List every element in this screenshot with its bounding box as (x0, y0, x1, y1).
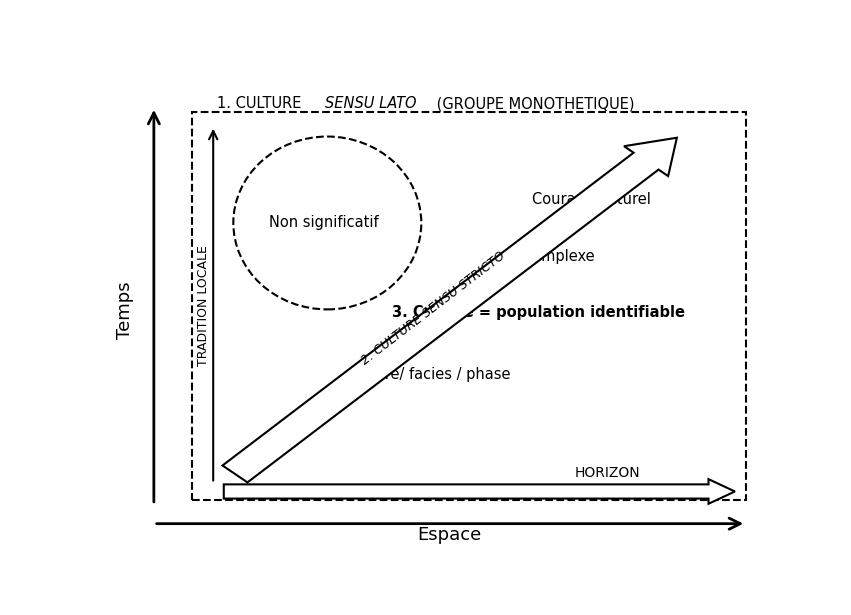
Text: SENSU LATO: SENSU LATO (325, 96, 417, 111)
Text: 1. CULTURE: 1. CULTURE (217, 96, 306, 111)
Text: (GROUPE MONOTHETIQUE): (GROUPE MONOTHETIQUE) (432, 96, 635, 111)
Text: Temps: Temps (116, 282, 134, 339)
FancyArrow shape (222, 138, 677, 482)
Text: 2. CULTURE SENSU STRICTO: 2. CULTURE SENSU STRICTO (358, 249, 507, 367)
FancyArrow shape (224, 479, 735, 504)
Text: Espace: Espace (417, 526, 482, 544)
Text: 3. Culture = population identifiable: 3. Culture = population identifiable (391, 306, 685, 320)
Bar (192, 112, 746, 500)
Text: HORIZON: HORIZON (574, 466, 641, 480)
Text: Non significatif: Non significatif (269, 215, 379, 231)
Text: Genre/ facies / phase: Genre/ facies / phase (355, 367, 511, 382)
Text: Courant culturel: Courant culturel (532, 192, 650, 207)
Text: Complexe: Complexe (522, 248, 595, 264)
Text: TRADITION LOCALE: TRADITION LOCALE (197, 245, 210, 367)
